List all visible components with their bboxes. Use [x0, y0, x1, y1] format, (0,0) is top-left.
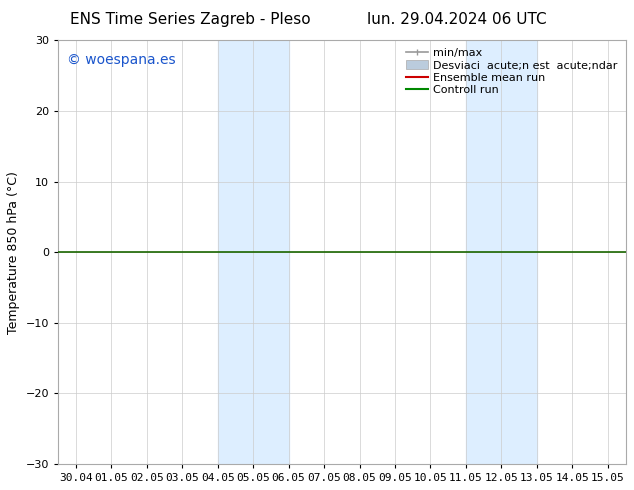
- Y-axis label: Temperature 850 hPa (°C): Temperature 850 hPa (°C): [7, 171, 20, 334]
- Text: lun. 29.04.2024 06 UTC: lun. 29.04.2024 06 UTC: [366, 12, 547, 27]
- Legend: min/max, Desviaci  acute;n est  acute;ndar, Ensemble mean run, Controll run: min/max, Desviaci acute;n est acute;ndar…: [403, 46, 620, 98]
- Bar: [217, 40, 288, 464]
- Text: © woespana.es: © woespana.es: [67, 53, 175, 67]
- Bar: [466, 40, 537, 464]
- Text: ENS Time Series Zagreb - Pleso: ENS Time Series Zagreb - Pleso: [70, 12, 311, 27]
